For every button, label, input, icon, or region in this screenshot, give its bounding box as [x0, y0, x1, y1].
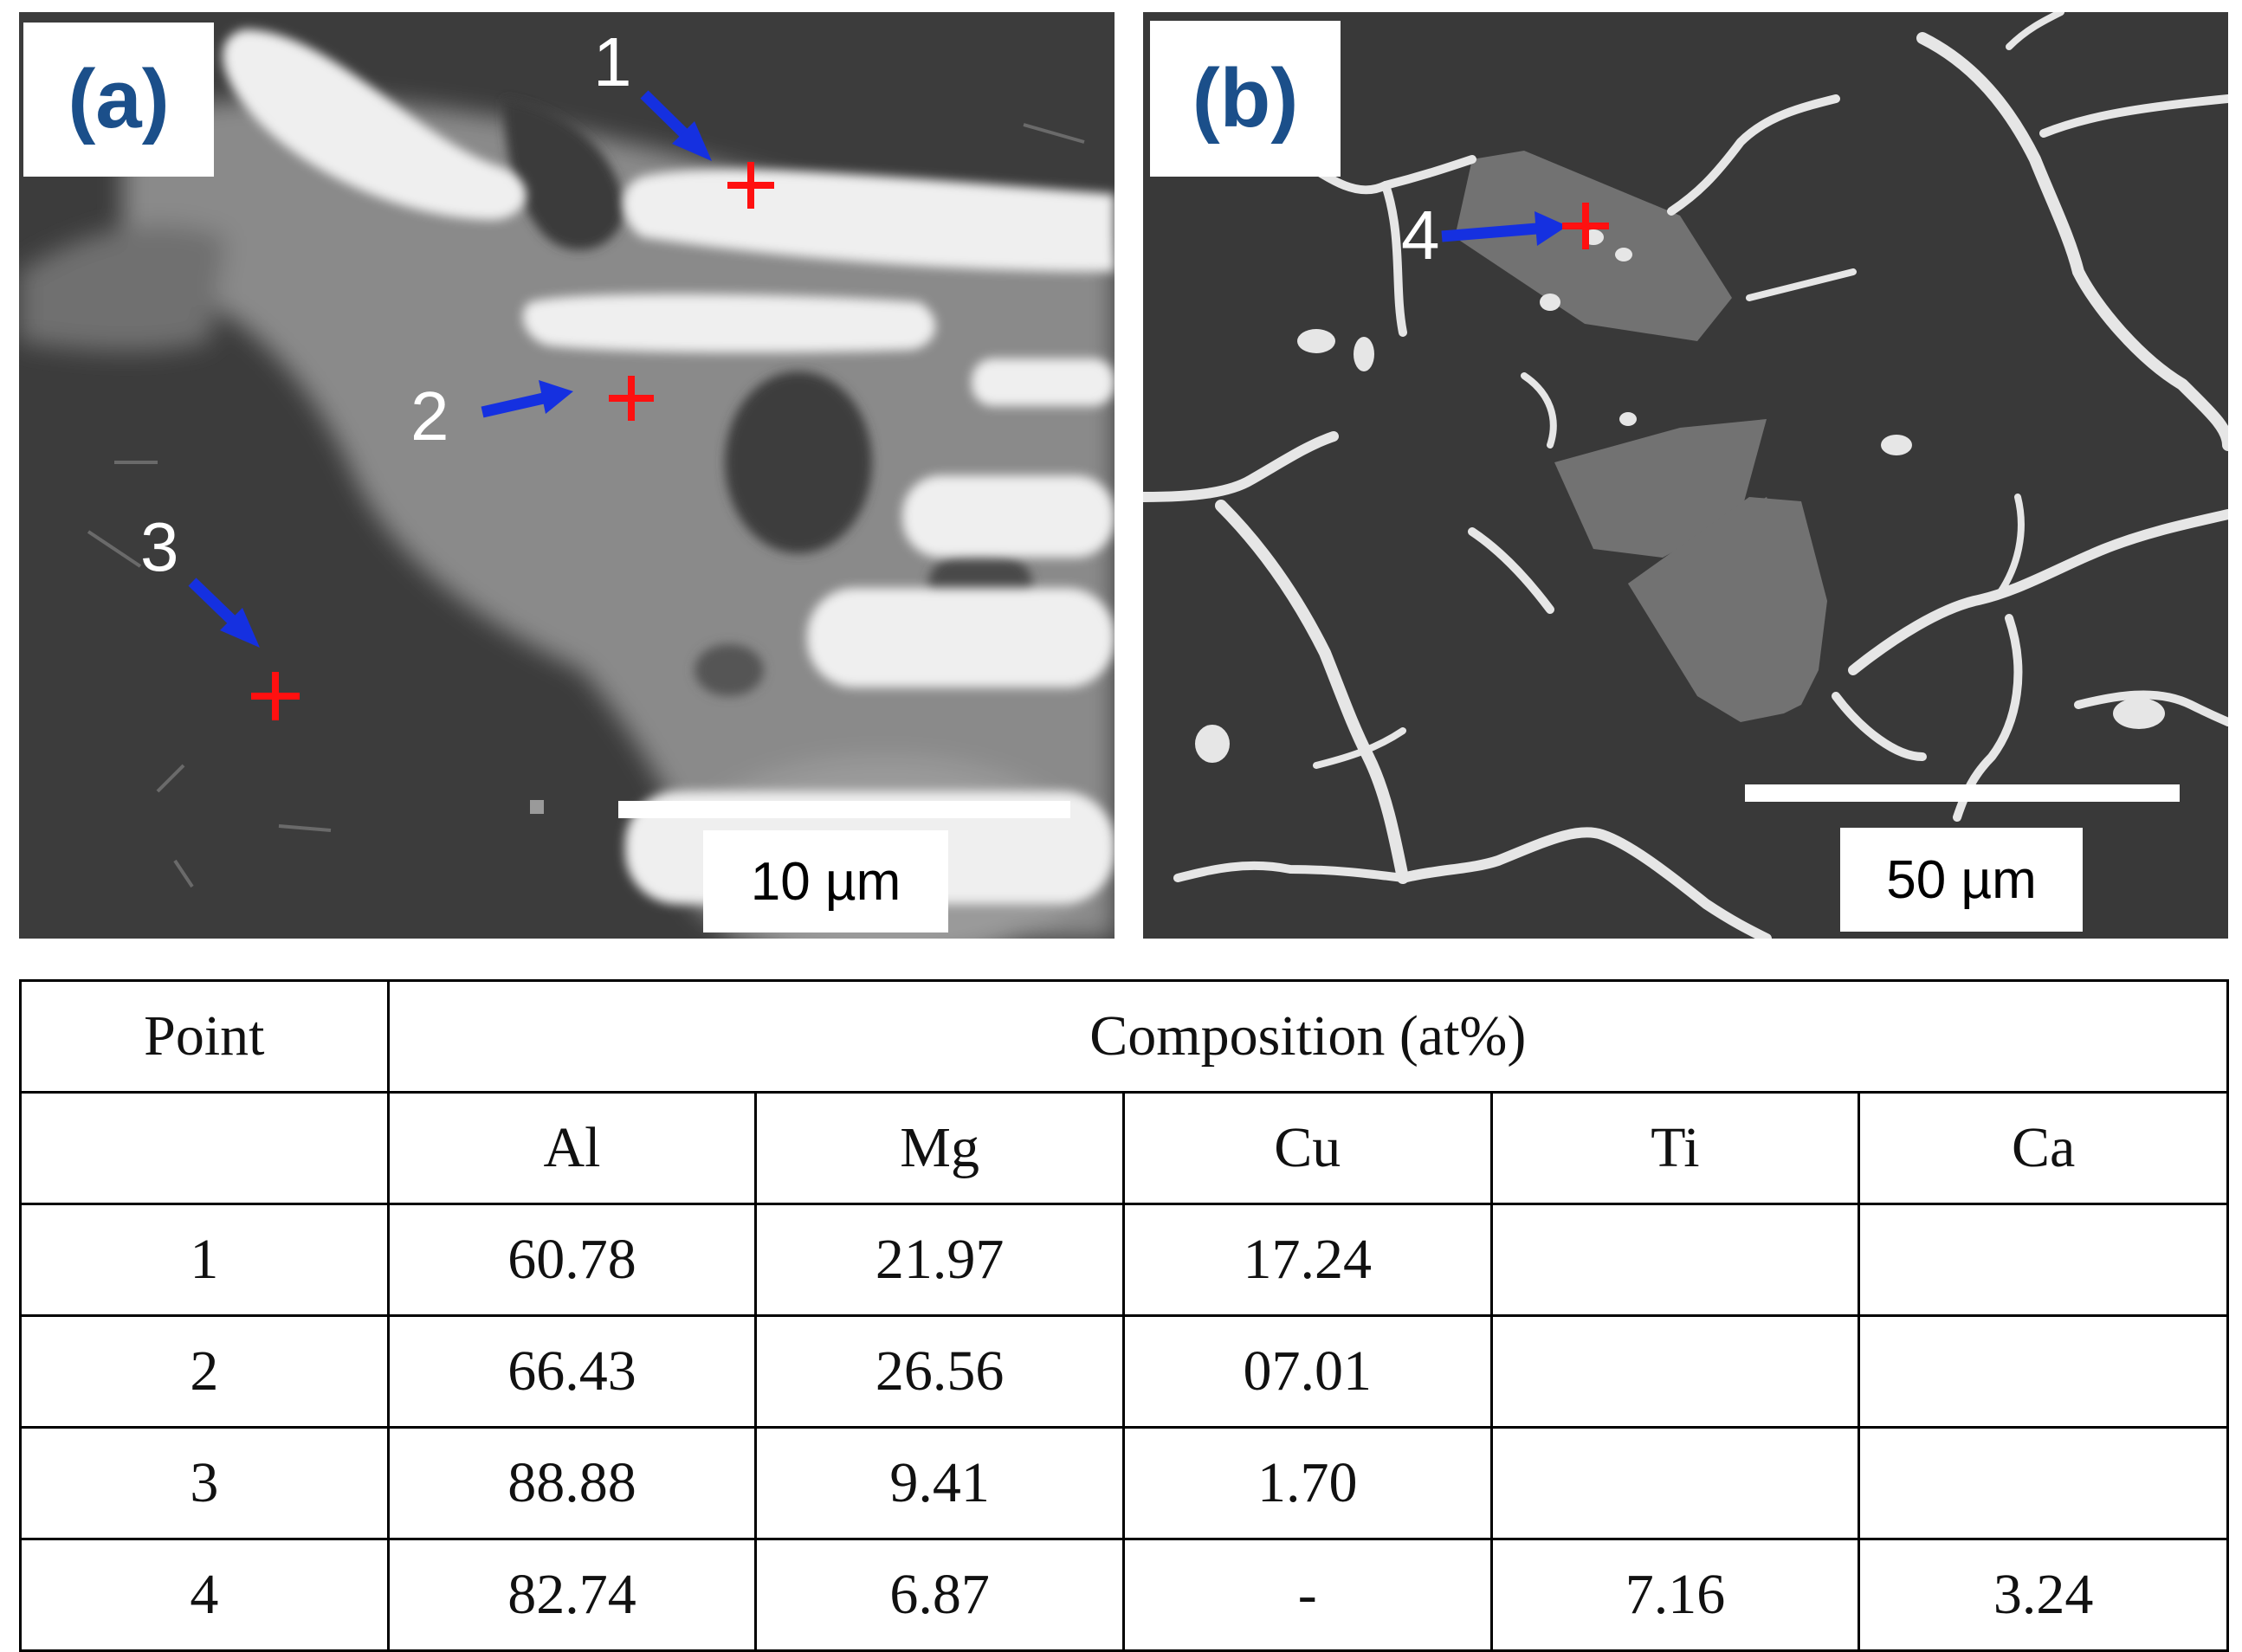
table-cell: 21.97	[754, 1203, 1125, 1317]
table-cell	[1489, 1203, 1861, 1317]
scale-bar-label-a: 10 µm	[703, 830, 948, 932]
point-label-1: 1	[593, 23, 632, 100]
scale-bar-b	[1745, 784, 2180, 802]
panel-label-a: (a)	[23, 23, 214, 177]
scale-bar-a	[618, 801, 1070, 818]
panel-label-b: (b)	[1150, 21, 1341, 177]
table-cell: 6.87	[754, 1538, 1125, 1652]
table-cell	[1858, 1203, 2229, 1317]
table-cell: 88.88	[386, 1426, 758, 1540]
element-mg: Mg	[754, 1091, 1125, 1205]
table-cell	[1489, 1426, 1861, 1540]
table-cell: -	[1121, 1538, 1493, 1652]
table-cell	[1858, 1314, 2229, 1429]
point-cell: 4	[19, 1538, 390, 1652]
table-cell	[19, 1091, 390, 1205]
composition-table: Point Composition (at%) Al Mg Cu Ti Ca 1…	[19, 979, 2230, 1652]
point-cell: 1	[19, 1203, 390, 1317]
table-cell: 26.56	[754, 1314, 1125, 1429]
micrograph-panel-b: (b) 4 50 µm	[1143, 12, 2228, 939]
element-al: Al	[386, 1091, 758, 1205]
scale-bar-label-b: 50 µm	[1840, 828, 2083, 932]
table-cell: 7.16	[1489, 1538, 1861, 1652]
header-composition: Composition (at%)	[386, 979, 2230, 1094]
table-cell	[1858, 1426, 2229, 1540]
table-row: 3 88.88 9.41 1.70	[19, 1426, 2229, 1540]
point-label-2: 2	[410, 378, 449, 455]
point-label-4: 4	[1401, 197, 1440, 274]
table-cell: 3.24	[1858, 1538, 2229, 1652]
point-cell: 3	[19, 1426, 390, 1540]
point-label-3: 3	[140, 508, 179, 585]
table-row: 4 82.74 6.87 - 7.16 3.24	[19, 1538, 2229, 1652]
table-cell: 9.41	[754, 1426, 1125, 1540]
point-cell: 2	[19, 1314, 390, 1429]
element-ca: Ca	[1858, 1091, 2229, 1205]
table-row: 1 60.78 21.97 17.24	[19, 1203, 2229, 1317]
micrograph-panel-a: (a) 1 2 3 10 µm	[19, 12, 1115, 939]
table-element-row: Al Mg Cu Ti Ca	[19, 1091, 2229, 1205]
table-cell: 17.24	[1121, 1203, 1493, 1317]
table-cell: 66.43	[386, 1314, 758, 1429]
table-row: 2 66.43 26.56 07.01	[19, 1314, 2229, 1429]
header-point: Point	[19, 979, 390, 1094]
table-cell: 60.78	[386, 1203, 758, 1317]
element-cu: Cu	[1121, 1091, 1493, 1205]
element-ti: Ti	[1489, 1091, 1861, 1205]
table-header-row: Point Composition (at%)	[19, 979, 2230, 1094]
table-cell: 82.74	[386, 1538, 758, 1652]
table-cell	[1489, 1314, 1861, 1429]
table-cell: 1.70	[1121, 1426, 1493, 1540]
table-cell: 07.01	[1121, 1314, 1493, 1429]
